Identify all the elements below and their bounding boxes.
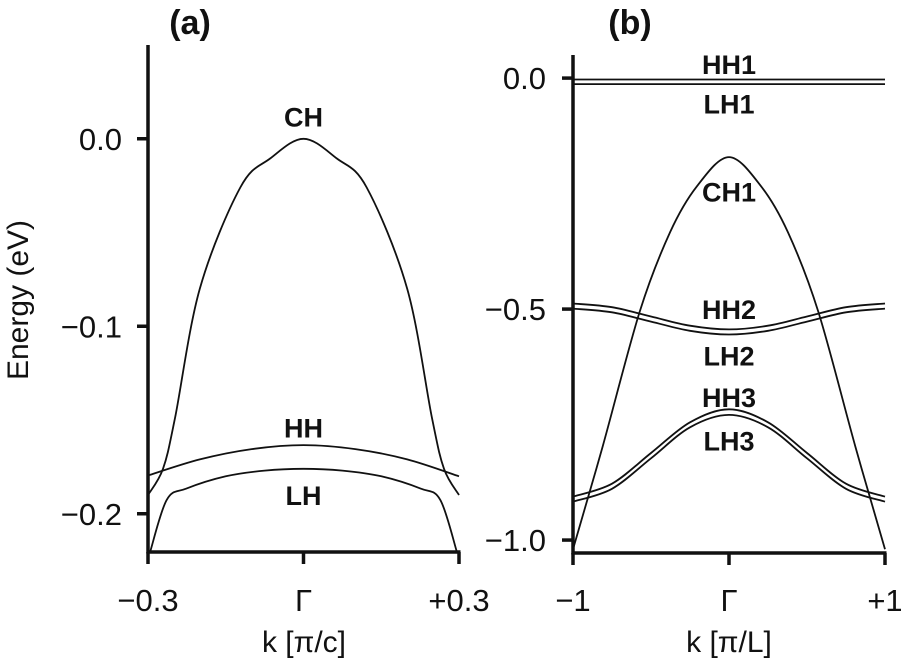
panel-b-x-tick-label: +1 — [867, 583, 901, 618]
panel-b-y-tick-label: 0.0 — [503, 61, 546, 96]
panel-a-y-tick-label: −0.1 — [61, 309, 122, 344]
panel-a-x-tick-label: −0.3 — [117, 583, 178, 618]
panel-b-curve-hh3 — [572, 408, 886, 498]
panel-b-title: (b) — [608, 4, 651, 42]
panel-a-curve-lh — [149, 467, 458, 553]
panel-b-y-tick-label: −1.0 — [485, 523, 546, 558]
panel-a-x-tick-label: Γ — [295, 583, 312, 618]
panel-b-curve-ch1 — [572, 156, 886, 550]
panel-b-label-hh1: HH1 — [702, 50, 756, 80]
panel-a-x-tick-label: +0.3 — [428, 583, 489, 618]
panel-b-label-ch1: CH1 — [702, 177, 756, 207]
panel-b-label-lh2: LH2 — [703, 341, 754, 371]
panel-b-x-tick-label: Γ — [720, 583, 737, 618]
panel-b-x-axis-label: k [π/L] — [686, 626, 772, 659]
panel-a-label-hh: HH — [284, 414, 323, 444]
panel-a-label-ch: CH — [284, 102, 323, 132]
panel-b-y-tick-label: −0.5 — [485, 292, 546, 327]
panel-b-x-tick-label: −1 — [555, 583, 590, 618]
panel-a-y-tick-label: 0.0 — [79, 122, 122, 157]
panel-a-y-tick-label: −0.2 — [61, 497, 122, 532]
panel-b-curve-lh2 — [572, 307, 886, 336]
y-axis-label: Energy (eV) — [2, 220, 35, 380]
panel-b-label-lh3: LH3 — [703, 427, 754, 457]
panel-a-x-axis-label: k [π/c] — [262, 626, 346, 659]
panel-b-label-lh1: LH1 — [703, 90, 754, 120]
panel-b-curve-hh2 — [572, 302, 886, 331]
panel-a-curve-hh — [147, 444, 460, 478]
panel-a-curve-ch — [147, 137, 460, 496]
panel-a-title: (a) — [169, 4, 211, 42]
panel-b-label-hh2: HH2 — [702, 295, 756, 325]
panel-a-label-lh: LH — [286, 481, 322, 511]
panel-b-label-hh3: HH3 — [702, 383, 756, 413]
panel-b-curve-lh3 — [572, 413, 886, 503]
